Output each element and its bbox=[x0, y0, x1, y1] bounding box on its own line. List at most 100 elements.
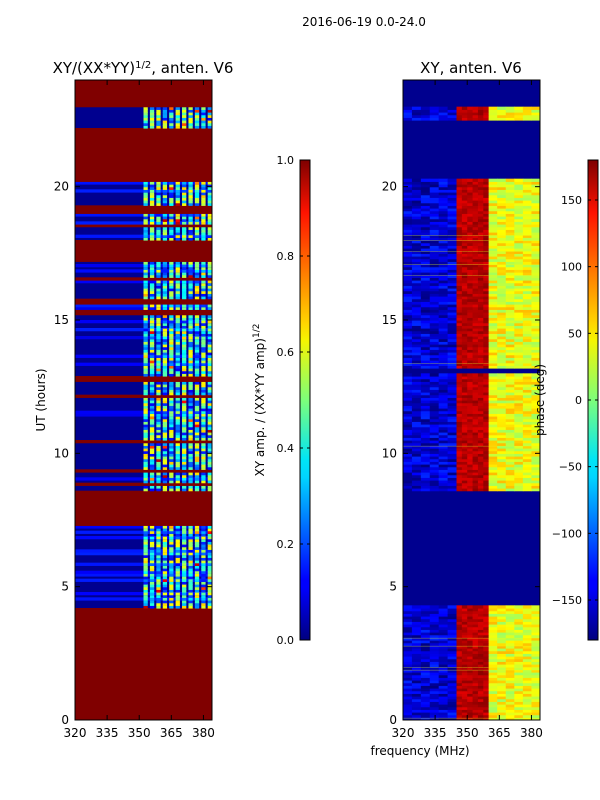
right-phase-cell bbox=[531, 650, 540, 654]
right-phase-cell bbox=[472, 616, 479, 620]
left-channel-cell bbox=[169, 586, 174, 590]
right-phase-cell bbox=[467, 272, 473, 276]
right-phase-cell bbox=[467, 469, 473, 473]
right-phase-cell bbox=[477, 245, 484, 249]
right-phase-cell bbox=[447, 181, 457, 185]
left-channel-cell bbox=[175, 194, 180, 198]
right-phase-cell bbox=[461, 306, 468, 310]
right-phase-cell bbox=[522, 437, 532, 441]
left-channel-cell bbox=[162, 434, 168, 438]
left-channel-cell bbox=[194, 597, 200, 601]
left-channel-cell bbox=[143, 122, 148, 126]
right-phase-cell bbox=[467, 306, 473, 310]
left-channel-cell bbox=[169, 237, 174, 241]
left-channel-cell bbox=[169, 122, 174, 126]
right-phase-cell bbox=[531, 402, 540, 406]
right-phase-cell bbox=[488, 706, 498, 710]
left-channel-cell bbox=[207, 456, 212, 460]
right-phase-cell bbox=[488, 229, 498, 233]
right-phase-cell bbox=[488, 640, 498, 644]
left-channel-cell bbox=[194, 218, 200, 222]
right-phase-cell bbox=[522, 213, 532, 217]
right-phase-cell bbox=[467, 320, 473, 324]
left-channel-cell bbox=[143, 357, 148, 361]
left-channel-cell bbox=[175, 232, 180, 236]
left-channel-cell bbox=[169, 410, 174, 414]
right-phase-cell bbox=[488, 288, 498, 292]
right-phase-cell bbox=[483, 210, 490, 214]
right-phase-cell bbox=[531, 445, 540, 449]
right-phase-cell bbox=[411, 434, 422, 438]
right-phase-cell bbox=[429, 229, 440, 233]
left-channel-cell bbox=[201, 306, 206, 310]
left-channel-cell bbox=[182, 269, 187, 273]
right-phase-cell bbox=[497, 178, 507, 182]
right-phase-cell bbox=[420, 181, 431, 185]
right-phase-cell bbox=[467, 296, 473, 300]
left-flag-row bbox=[75, 440, 212, 444]
right-phase-cell bbox=[477, 106, 484, 110]
left-channel-cell bbox=[143, 554, 148, 558]
right-phase-cell bbox=[438, 624, 448, 628]
left-channel-cell bbox=[156, 581, 161, 585]
right-phase-cell bbox=[522, 242, 532, 246]
right-phase-cell bbox=[505, 680, 515, 684]
left-channel-cell bbox=[201, 557, 206, 561]
right-phase-cell bbox=[461, 320, 468, 324]
right-phase-cell bbox=[483, 317, 490, 321]
right-phase-cell bbox=[472, 610, 479, 614]
left-channel-cell bbox=[207, 280, 212, 284]
left-colorbar-tick-label: 0.2 bbox=[277, 538, 295, 551]
right-phase-cell bbox=[403, 293, 413, 297]
right-phase-cell bbox=[522, 205, 532, 209]
right-phase-cell bbox=[467, 397, 473, 401]
left-channel-cell bbox=[188, 445, 193, 449]
right-phase-cell bbox=[472, 277, 479, 281]
right-phase-cell bbox=[456, 226, 463, 230]
right-phase-cell bbox=[447, 106, 457, 110]
right-phase-cell bbox=[467, 434, 473, 438]
right-phase-cell bbox=[483, 381, 490, 385]
right-phase-cell bbox=[447, 629, 457, 633]
right-phase-cell bbox=[411, 674, 422, 678]
right-phase-cell bbox=[488, 466, 498, 470]
right-phase-cell bbox=[420, 408, 431, 412]
left-channel-cell bbox=[156, 213, 161, 217]
right-phase-cell bbox=[411, 616, 422, 620]
left-channel-cell bbox=[175, 573, 180, 577]
left-channel-cell bbox=[188, 288, 193, 292]
left-flag-row bbox=[75, 85, 212, 89]
right-phase-cell bbox=[514, 112, 524, 116]
right-phase-cell bbox=[456, 216, 463, 220]
left-heatmap-cells bbox=[75, 80, 212, 720]
right-phase-cell bbox=[488, 605, 498, 609]
right-phase-cell bbox=[429, 640, 440, 644]
left-channel-cell bbox=[182, 573, 187, 577]
right-phase-cell bbox=[429, 109, 440, 113]
right-phase-cell bbox=[522, 389, 532, 393]
right-phase-cell bbox=[497, 458, 507, 462]
left-channel-cell bbox=[169, 448, 174, 452]
left-channel-cell bbox=[149, 477, 155, 481]
right-phase-cell bbox=[420, 354, 431, 358]
right-phase-cell bbox=[411, 218, 422, 222]
left-channel-cell bbox=[207, 314, 212, 318]
right-phase-cell bbox=[438, 397, 448, 401]
right-phase-cell bbox=[403, 117, 413, 121]
right-phase-cell bbox=[477, 304, 484, 308]
left-channel-cell bbox=[162, 181, 168, 185]
right-phase-cell bbox=[420, 680, 431, 684]
right-phase-cell bbox=[403, 688, 413, 692]
left-channel-cell bbox=[149, 216, 155, 220]
right-phase-cell bbox=[488, 200, 498, 204]
right-phase-cell bbox=[447, 632, 457, 636]
right-phase-cell bbox=[497, 717, 507, 720]
right-phase-cell bbox=[411, 328, 422, 332]
left-channel-cell bbox=[156, 565, 161, 569]
right-phase-cell bbox=[488, 117, 498, 121]
right-phase-cell bbox=[447, 218, 457, 222]
right-phase-cell bbox=[447, 400, 457, 404]
left-channel-cell bbox=[162, 400, 168, 404]
right-phase-cell bbox=[505, 386, 515, 390]
left-channel-cell bbox=[143, 528, 148, 532]
